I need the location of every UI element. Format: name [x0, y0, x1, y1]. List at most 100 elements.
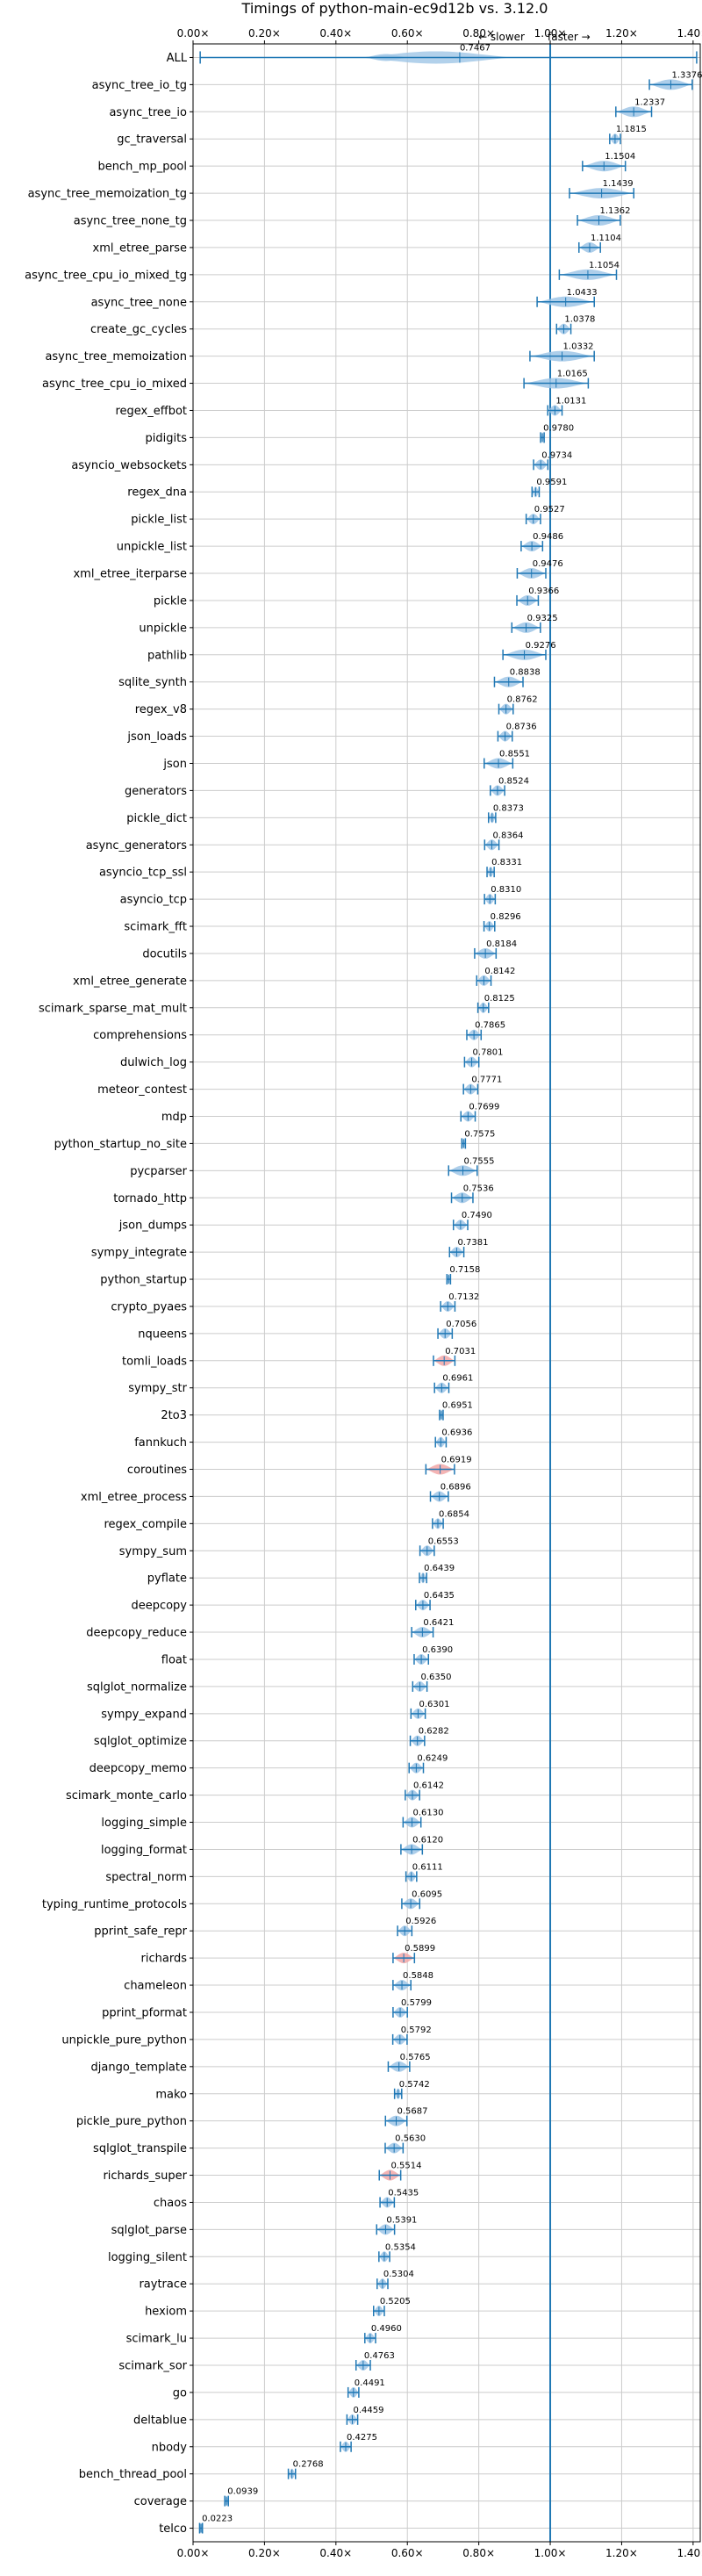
x-tick-label-top: 0.80×: [462, 27, 495, 40]
y-tick-label: scimark_sor: [118, 2359, 187, 2372]
y-tick-label: pprint_pformat: [102, 2006, 187, 2019]
y-tick-label: unpickle_list: [117, 541, 187, 554]
value-label: 0.4763: [364, 2351, 395, 2361]
value-label: 0.7801: [473, 1048, 504, 1058]
y-tick-label: hexiom: [145, 2306, 187, 2319]
row-sqlglot-parse: 0.5391: [376, 2215, 417, 2235]
x-tick-label-top: 1.40×: [677, 27, 702, 40]
y-tick-label: coroutines: [127, 1464, 187, 1477]
row-scimark-monte-carlo: 0.6142: [405, 1781, 444, 1801]
value-label: 1.0131: [555, 396, 586, 406]
y-tick-label: pyflate: [147, 1572, 187, 1586]
y-tick-label: mako: [155, 2088, 187, 2101]
value-label: 0.6120: [412, 1835, 443, 1845]
row-xml-etree-iterparse: 0.9476: [516, 559, 563, 579]
value-label: 0.8331: [491, 858, 522, 867]
row-deepcopy-memo: 0.6249: [408, 1754, 448, 1774]
row-async-tree-cpu-io-mixed: 1.0165: [523, 370, 590, 389]
row-pickle-dict: 0.8373: [487, 803, 524, 824]
value-label: 0.9486: [533, 532, 563, 542]
value-label: 0.7575: [464, 1129, 495, 1139]
y-tick-label: sqlglot_optimize: [94, 1735, 187, 1748]
y-tick-label: asyncio_tcp_ssl: [99, 867, 187, 880]
chart-title: Timings of python-main-ec9d12b vs. 3.12.…: [241, 0, 548, 17]
row-typing-runtime-protocols: 0.6095: [401, 1889, 442, 1910]
value-label: 0.5899: [405, 1944, 435, 1954]
value-label: 0.9476: [533, 559, 563, 569]
y-tick-label: spectral_norm: [105, 1871, 187, 1884]
row-sqlglot-optimize: 0.6282: [409, 1727, 449, 1746]
y-tick-label: pickle: [154, 594, 187, 608]
row-mako: 0.5742: [393, 2080, 430, 2099]
y-tick-label: sqlglot_normalize: [87, 1680, 187, 1694]
y-tick-label: async_tree_cpu_io_mixed: [42, 378, 187, 391]
y-tick-label: django_template: [91, 2061, 187, 2074]
y-tick-label: async_tree_none: [91, 296, 187, 309]
value-label: 0.8364: [492, 831, 523, 840]
row-unpickle-list: 0.9486: [520, 532, 563, 552]
value-label: 0.5391: [386, 2215, 417, 2225]
row-async-tree-none: 1.0433: [536, 288, 598, 307]
y-tick-label: pycparser: [130, 1165, 187, 1178]
row-pickle-pure-python: 0.5687: [384, 2107, 427, 2126]
row-bench-thread-pool: 0.2768: [287, 2460, 324, 2479]
row-richards: 0.5899: [392, 1944, 435, 1964]
value-label: 0.7536: [463, 1184, 494, 1193]
y-tick-label: regex_compile: [104, 1518, 187, 1531]
value-label: 0.7699: [469, 1102, 499, 1112]
row-coverage: 0.0939: [224, 2487, 258, 2507]
value-label: 0.8524: [498, 776, 529, 786]
value-label: 0.8310: [491, 885, 521, 895]
x-tick-label-bottom: 1.00×: [534, 2547, 567, 2559]
value-label: 0.8142: [484, 967, 515, 976]
y-tick-label: pathlib: [147, 649, 187, 662]
row-richards-super: 0.5514: [378, 2162, 421, 2181]
value-label: 1.1815: [616, 125, 647, 134]
y-tick-label: async_generators: [86, 839, 188, 853]
row-crypto-pyaes: 0.7132: [440, 1292, 479, 1312]
value-label: 0.8125: [484, 994, 515, 1004]
y-tick-label: sqlglot_transpile: [93, 2142, 187, 2155]
row-sympy-expand: 0.6301: [410, 1700, 449, 1719]
y-tick-label: scimark_sparse_mat_mult: [39, 1002, 187, 1015]
value-label: 0.7158: [449, 1265, 480, 1275]
y-tick-label: logging_silent: [108, 2251, 187, 2264]
value-label: 0.0939: [227, 2487, 258, 2497]
value-label: 0.9734: [541, 450, 572, 460]
value-label: 0.5926: [405, 1917, 436, 1926]
y-tick-label: generators: [125, 785, 187, 798]
value-label: 0.6142: [413, 1781, 444, 1791]
value-label: 0.5765: [400, 2053, 431, 2062]
y-tick-label: async_tree_cpu_io_mixed_tg: [25, 269, 187, 282]
y-tick-label: deltablue: [133, 2414, 187, 2427]
row-sympy-str: 0.6961: [433, 1374, 473, 1393]
value-label: 0.5742: [399, 2080, 430, 2090]
value-label: 0.8373: [493, 803, 524, 813]
row-pprint-pformat: 0.5799: [392, 1998, 432, 2018]
y-tick-label: json_loads: [126, 730, 187, 744]
x-tick-label-bottom: 0.00×: [177, 2547, 210, 2559]
x-tick-label-bottom: 0.20×: [248, 2547, 281, 2559]
y-tick-label: tornado_http: [113, 1192, 187, 1205]
row-json-dumps: 0.7490: [452, 1211, 492, 1231]
y-tick-label: scimark_monte_carlo: [66, 1789, 187, 1802]
row-xml-etree-parse: 1.1104: [578, 234, 621, 253]
value-label: 0.6936: [441, 1428, 472, 1438]
y-tick-label: float: [161, 1653, 187, 1666]
row-scimark-sor: 0.4763: [355, 2351, 395, 2371]
y-tick-label: xml_etree_generate: [73, 975, 187, 988]
row-docutils: 0.8184: [474, 939, 517, 959]
row-nbody: 0.4275: [340, 2433, 377, 2452]
value-label: 1.1104: [591, 234, 621, 243]
value-label: 0.5304: [383, 2270, 414, 2279]
value-label: 0.5354: [385, 2242, 416, 2252]
row-json: 0.8551: [484, 749, 530, 769]
value-label: 0.9366: [528, 586, 559, 596]
value-label: 0.4491: [355, 2378, 385, 2388]
y-tick-label: unpickle: [139, 622, 187, 635]
value-label: 0.6095: [412, 1889, 442, 1899]
y-tick-label: deepcopy: [131, 1600, 187, 1613]
value-label: 0.7555: [464, 1156, 495, 1166]
